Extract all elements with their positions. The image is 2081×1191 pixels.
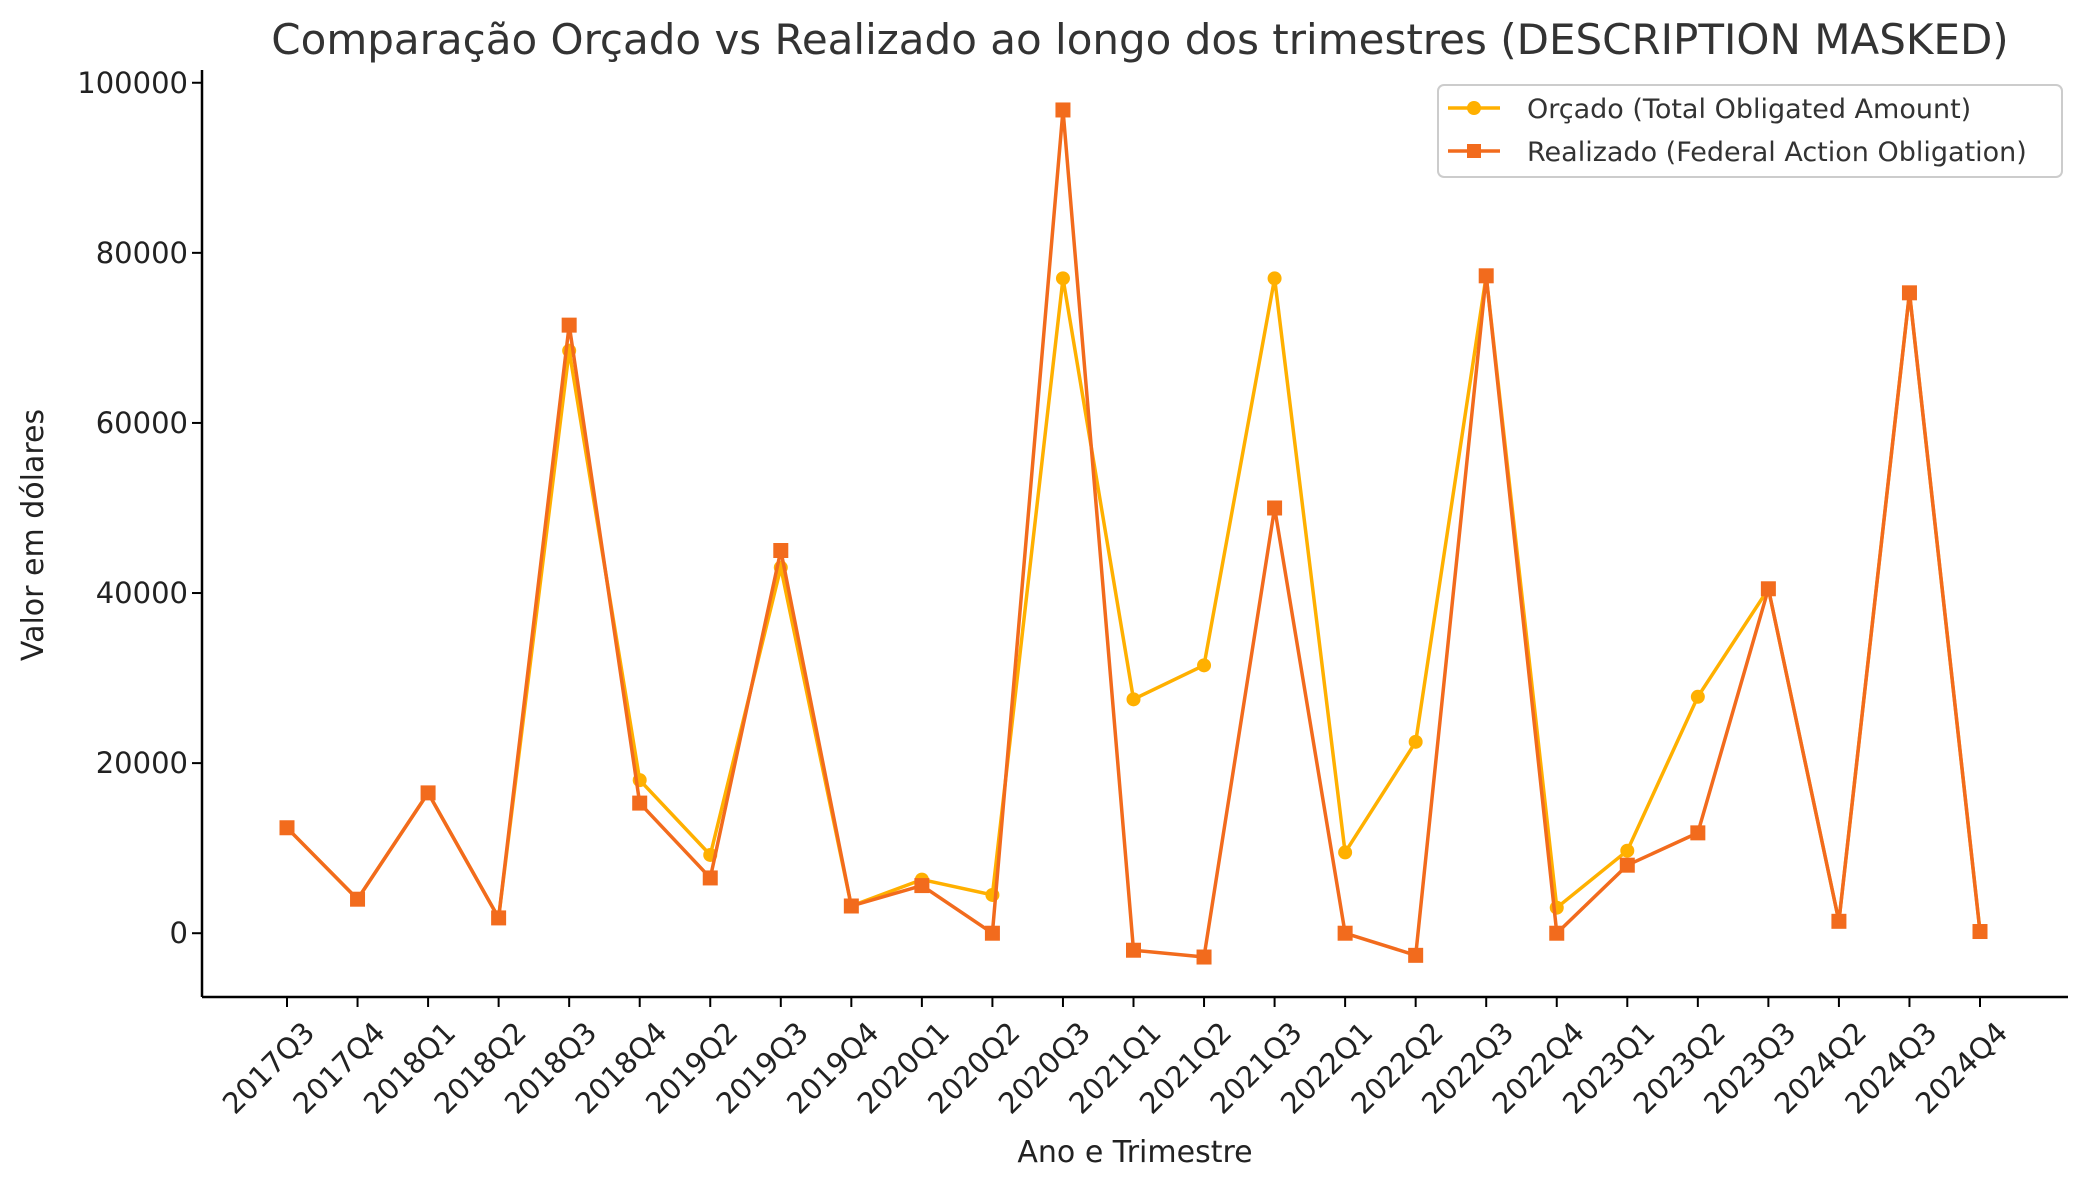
data-point — [1126, 692, 1141, 707]
legend-box — [1437, 84, 2063, 178]
legend-marker-realizado — [1467, 144, 1481, 158]
data-point — [1408, 734, 1423, 749]
data-point — [1690, 689, 1705, 704]
data-point — [632, 795, 648, 811]
legend-label-realizado: Realizado (Federal Action Obligation) — [1527, 137, 2027, 168]
y-tick-label: 80000 — [96, 236, 188, 270]
data-point — [420, 785, 436, 801]
data-point — [1972, 924, 1988, 940]
data-point — [561, 317, 577, 333]
series-line-realizado-federal-action-obligation — [285, 108, 1982, 959]
data-point — [1337, 925, 1353, 941]
data-point — [1690, 825, 1706, 841]
data-point — [1408, 947, 1424, 963]
data-point — [773, 543, 789, 559]
data-point — [1760, 581, 1776, 597]
data-point — [1619, 857, 1635, 873]
legend-label-orcado: Orçado (Total Obligated Amount) — [1527, 94, 1971, 125]
y-tick-label: 20000 — [96, 746, 188, 780]
data-point — [1126, 942, 1141, 958]
y-tick-label: 0 — [170, 916, 188, 950]
legend: Orçado (Total Obligated Amount) Realizad… — [1437, 84, 2063, 178]
tick-labels: 0200004000060000800001000002017Q32017Q42… — [77, 66, 2014, 1121]
data-point — [279, 820, 295, 836]
y-tick-label: 60000 — [96, 406, 188, 440]
legend-marker-orcado — [1467, 101, 1481, 115]
x-axis-label: Ano e Trimestre — [1017, 1135, 1252, 1170]
data-point — [1055, 102, 1071, 118]
data-point — [1338, 845, 1353, 860]
y-axis-label: Valor em dólares — [16, 409, 51, 661]
series-realizado-federal-action-obligation — [279, 102, 1988, 965]
data-point — [1197, 658, 1212, 673]
data-point — [1267, 500, 1283, 516]
data-point — [1267, 271, 1282, 286]
data-point — [843, 898, 859, 914]
series-layer — [279, 102, 1988, 965]
data-point — [1620, 843, 1635, 858]
data-point — [702, 870, 718, 886]
data-point — [1901, 285, 1917, 301]
data-point — [491, 910, 507, 926]
data-point — [914, 878, 930, 894]
series-line-or-ado-total-obligated-amount — [285, 274, 1982, 932]
data-point — [1196, 949, 1212, 965]
data-point — [1478, 268, 1494, 284]
data-point — [1831, 913, 1847, 929]
data-point — [984, 925, 1000, 941]
y-tick-label: 40000 — [96, 576, 188, 610]
data-point — [1549, 925, 1565, 941]
chart-title: Comparação Orçado vs Realizado ao longo … — [271, 15, 2008, 64]
data-point — [1055, 271, 1070, 286]
data-point — [350, 891, 366, 907]
y-tick-label: 100000 — [77, 66, 188, 100]
axes — [192, 70, 2068, 1007]
